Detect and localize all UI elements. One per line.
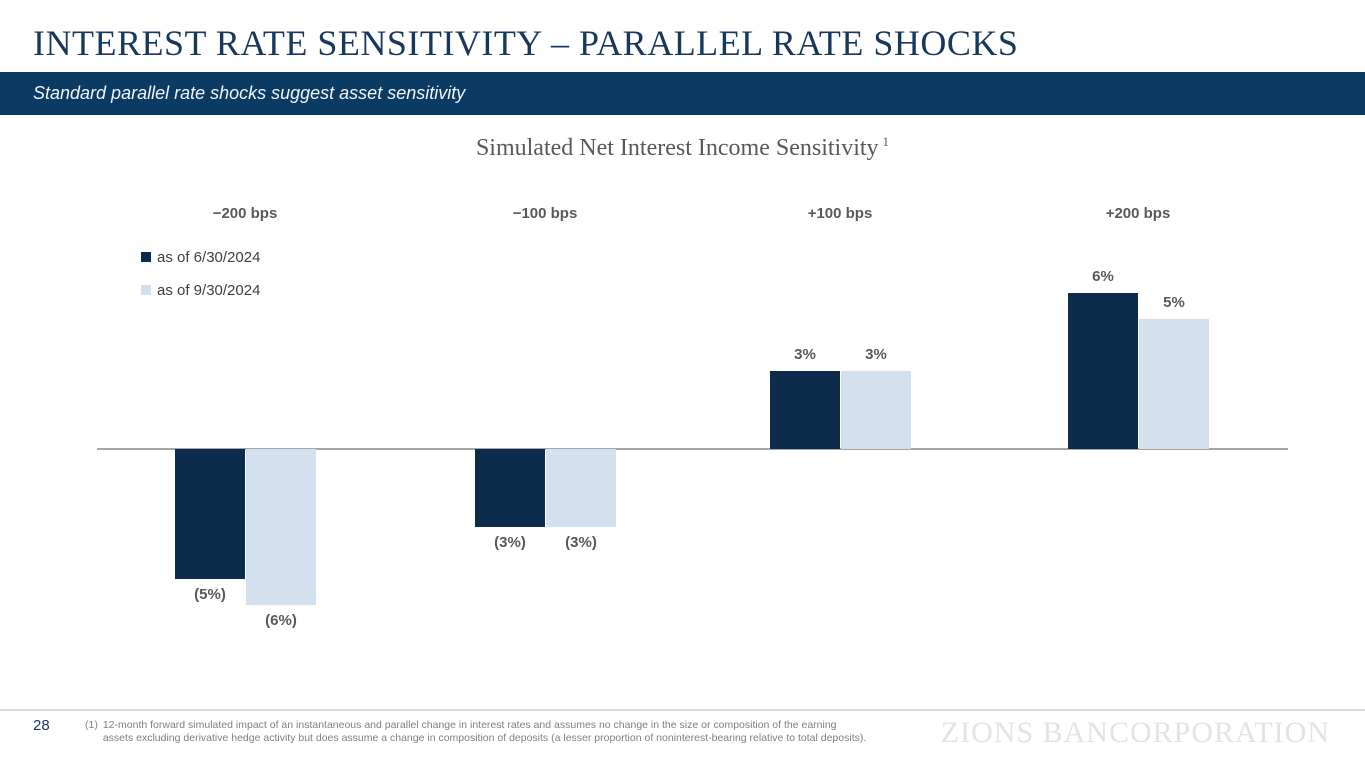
legend-item: as of 6/30/2024 — [141, 247, 260, 267]
bar-series1-group2 — [475, 449, 545, 527]
bar-value-label: (6%) — [265, 612, 297, 629]
legend-label: as of 9/30/2024 — [157, 281, 261, 299]
footnote: (1) 12-month forward simulated impact of… — [85, 719, 866, 745]
bar-series2-group2 — [546, 449, 616, 527]
legend-label: as of 6/30/2024 — [157, 248, 261, 266]
bar-value-label: (3%) — [494, 534, 526, 551]
legend-swatch-icon — [141, 285, 151, 295]
chart-title-footnote-ref: 1 — [882, 134, 890, 149]
bar-value-label: 3% — [794, 346, 816, 363]
footnote-text: 12-month forward simulated impact of an … — [103, 719, 866, 745]
banner-text: Standard parallel rate shocks suggest as… — [33, 83, 466, 103]
bar-value-label: (5%) — [194, 586, 226, 603]
bar-series2-group3 — [841, 371, 911, 449]
legend-item: as of 9/30/2024 — [141, 280, 260, 300]
bar-value-label: 5% — [1163, 294, 1185, 311]
subtitle-banner: Standard parallel rate shocks suggest as… — [0, 72, 1365, 115]
company-logo-watermark: ZIONS BANCORPORATION — [940, 716, 1330, 749]
category-label: −200 bps — [212, 205, 278, 222]
footnote-line-1: 12-month forward simulated impact of an … — [102, 719, 837, 731]
footer-divider — [0, 709, 1365, 711]
chart-title-text: Simulated Net Interest Income Sensitivit… — [475, 135, 879, 161]
bar-series2-group1 — [246, 449, 316, 605]
category-label: +100 bps — [807, 205, 873, 222]
bar-value-label: 3% — [865, 346, 887, 363]
chart-title: Simulated Net Interest Income Sensitivit… — [0, 134, 1365, 162]
footnote-line-2: assets excluding derivative hedge activi… — [102, 732, 867, 744]
legend-swatch-icon — [141, 252, 151, 262]
bar-value-label: (3%) — [565, 534, 597, 551]
bar-series2-group4 — [1139, 319, 1209, 449]
bar-series1-group1 — [175, 449, 245, 579]
slide-title: INTEREST RATE SENSITIVITY – PARALLEL RAT… — [33, 23, 1019, 63]
bar-series1-group4 — [1068, 293, 1138, 449]
bar-value-label: 6% — [1092, 268, 1114, 285]
category-label: +200 bps — [1105, 205, 1171, 222]
chart-legend: as of 6/30/2024 as of 9/30/2024 — [141, 247, 260, 313]
bar-series1-group3 — [770, 371, 840, 449]
x-axis-baseline — [97, 448, 1288, 450]
page-number: 28 — [33, 717, 50, 734]
category-label: −100 bps — [512, 205, 578, 222]
footnote-marker: (1) — [85, 719, 98, 731]
